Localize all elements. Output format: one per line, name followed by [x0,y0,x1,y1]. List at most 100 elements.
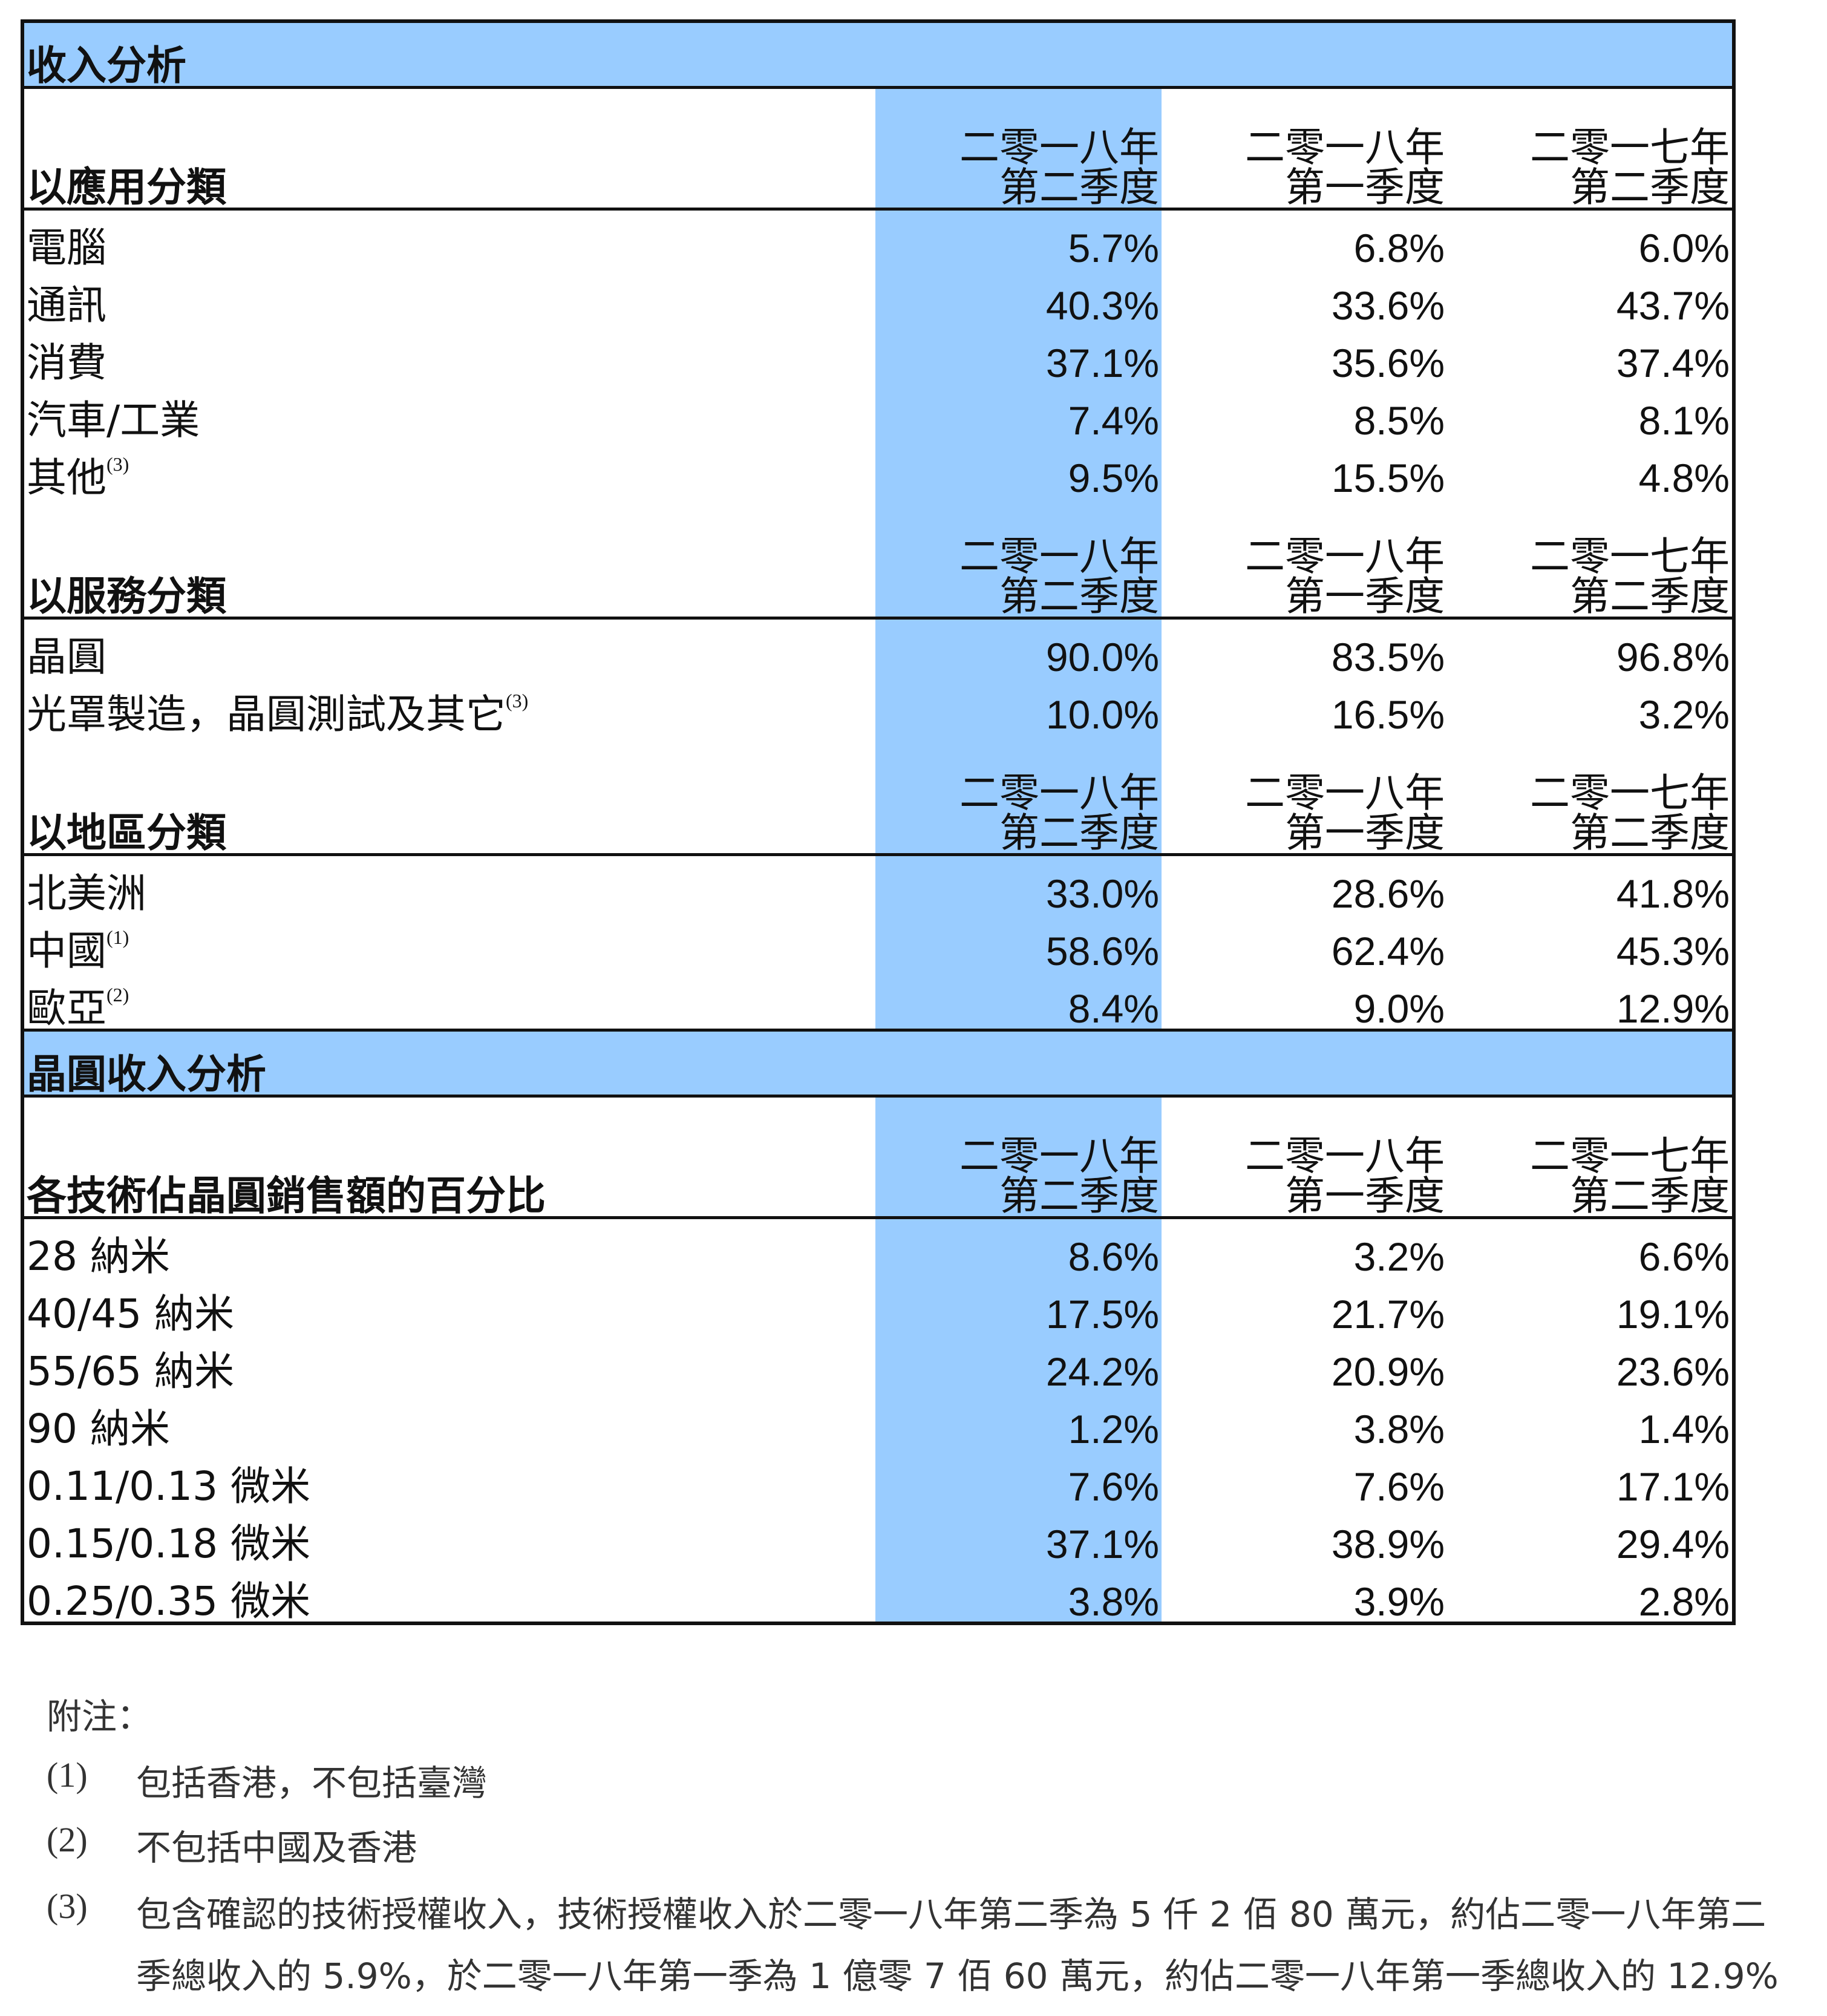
row-label: 電腦 [27,224,106,271]
table-row: 光罩製造，晶圓測試及其它(3) 10.0% 16.5% 3.2% [22,677,1734,735]
percentage-value: 8.5% [1353,398,1445,443]
row-label: 55/65 納米 [27,1348,235,1395]
period-header-line: 第二季度 [1570,810,1730,856]
period-header-line: 第一季度 [1285,164,1445,211]
column-header-row: 以服務分類 二零一八年 第二季度 二零一八年 第一季度 二零一七年 第二季度 [22,498,1734,620]
footnote-number: (2) [47,1820,88,1859]
percentage-value: 45.3% [1616,929,1730,974]
period-header-line: 第一季度 [1285,1173,1445,1219]
percentage-value: 6.0% [1638,226,1730,270]
row-label-cell: 55/65 納米 [22,1334,875,1392]
table-row: 中國(1) 58.6% 62.4% 45.3% [22,914,1734,971]
row-label: 0.25/0.35 微米 [27,1578,311,1625]
category-heading: 各技術佔晶圓銷售額的百分比 [22,1096,875,1219]
table-row: 通訊 40.3% 33.6% 43.7% [22,268,1734,326]
row-label: 90 納米 [27,1406,170,1452]
section-title: 晶圓收入分析 [22,1029,1734,1098]
percentage-value: 33.6% [1331,283,1445,328]
percentage-value: 28.6% [1331,871,1445,916]
section-band: 晶圓收入分析 [22,1029,1734,1098]
row-label-cell: 汽車/工業 [22,383,875,440]
column-header-row: 以應用分類 二零一八年 第二季度 二零一八年 第一季度 二零一七年 第二季度 [22,87,1734,211]
footnote-text: 季總收入的 5.9%，於二零一八年第一季為 1 億零 7 佰 60 萬元，約佔二… [136,1955,1779,1997]
footnote-text: 不包括中國及香港 [136,1827,417,1868]
row-label: 通訊 [27,282,106,329]
percentage-value: 5.7% [875,209,1162,268]
row-label-cell: 0.25/0.35 微米 [22,1564,875,1623]
table-row: 40/45 納米 17.5% 21.7% 19.1% [22,1277,1734,1334]
row-label-cell: 40/45 納米 [22,1277,875,1334]
period-header: 二零一八年 第一季度 [1162,87,1447,211]
table-row: 北美洲 33.0% 28.6% 41.8% [22,854,1734,916]
row-label: 汽車/工業 [27,397,200,443]
percentage-value: 20.9% [1331,1349,1445,1394]
percentage-value: 6.8% [1353,226,1445,270]
period-header: 二零一八年 第一季度 [1162,498,1447,620]
percentage-value: 90.0% [875,618,1162,677]
percentage-value: 7.6% [1353,1464,1445,1509]
percentage-value: 3.8% [875,1564,1162,1623]
period-header-line: 二零一七年 [1530,124,1730,171]
period-header: 二零一八年 第一季度 [1162,735,1447,856]
row-label-cell: 中國(1) [22,914,875,971]
row-label-cell: 晶圓 [22,618,875,678]
percentage-value: 7.6% [875,1449,1162,1507]
row-label-cell: 消費 [22,326,875,383]
percentage-value: 19.1% [1616,1292,1730,1337]
percentage-value: 23.6% [1616,1349,1730,1394]
percentage-value: 12.9% [1616,986,1730,1031]
percentage-value: 3.2% [1353,1234,1445,1279]
row-label: 28 納米 [27,1233,170,1280]
period-header-line: 二零一八年 [959,533,1159,580]
period-header: 二零一八年 第二季度 [875,87,1162,211]
percentage-value: 83.5% [1331,635,1445,679]
percentage-value: 8.6% [875,1217,1162,1277]
percentage-value: 2.8% [1638,1579,1730,1624]
column-header-row: 以地區分類 二零一八年 第二季度 二零一八年 第一季度 二零一七年 第二季度 [22,735,1734,856]
row-label: 中國 [27,928,106,974]
percentage-value: 1.4% [1638,1407,1730,1451]
period-header: 二零一八年 第二季度 [875,735,1162,856]
row-label-cell: 0.11/0.13 微米 [22,1449,875,1507]
period-header-line: 二零一八年 [1245,770,1445,816]
row-label-cell: 電腦 [22,209,875,269]
percentage-value: 8.1% [1638,398,1730,443]
percentage-value: 7.4% [875,383,1162,440]
row-label-cell: 28 納米 [22,1218,875,1277]
percentage-value: 24.2% [875,1334,1162,1392]
row-label-cell: 歐亞(2) [22,971,875,1030]
percentage-value: 96.8% [1616,635,1730,679]
period-header-line: 第一季度 [1285,810,1445,856]
period-header-line: 第二季度 [999,1173,1159,1219]
period-header-line: 第二季度 [999,810,1159,856]
period-header-line: 二零一七年 [1530,770,1730,816]
table-row: 其他(3) 9.5% 15.5% 4.8% [22,440,1734,498]
row-label: 0.11/0.13 微米 [27,1463,311,1510]
table-row: 0.25/0.35 微米 3.8% 3.9% 2.8% [22,1564,1734,1623]
row-label: 歐亞 [27,985,106,1032]
category-heading: 以地區分類 [22,735,875,856]
section-band: 收入分析 [22,19,1734,89]
notes-title: 附注： [47,1696,152,1737]
percentage-value: 9.5% [875,440,1162,498]
percentage-value: 33.0% [875,854,1162,914]
table-row: 晶圓 90.0% 83.5% 96.8% [22,618,1734,679]
percentage-value: 10.0% [875,677,1162,735]
row-label: 消費 [27,339,106,386]
table-row: 28 納米 8.6% 3.2% 6.6% [22,1217,1734,1279]
period-header-line: 二零一八年 [1245,533,1445,580]
percentage-value: 62.4% [1331,929,1445,974]
row-label: 40/45 納米 [27,1291,235,1337]
row-label-cell: 北美洲 [22,855,875,914]
percentage-value: 37.4% [1616,341,1730,385]
period-header-line: 第二季度 [999,573,1159,620]
table-row: 90 納米 1.2% 3.8% 1.4% [22,1392,1734,1449]
percentage-value: 15.5% [1331,456,1445,500]
table-row: 0.11/0.13 微米 7.6% 7.6% 17.1% [22,1449,1734,1507]
percentage-value: 35.6% [1331,341,1445,385]
category-heading: 以服務分類 [22,498,875,620]
percentage-value: 3.2% [1638,692,1730,737]
section-title: 收入分析 [22,19,1734,89]
period-header-line: 二零一八年 [959,1133,1159,1179]
footnote-text: 包括香港，不包括臺灣 [136,1762,488,1804]
